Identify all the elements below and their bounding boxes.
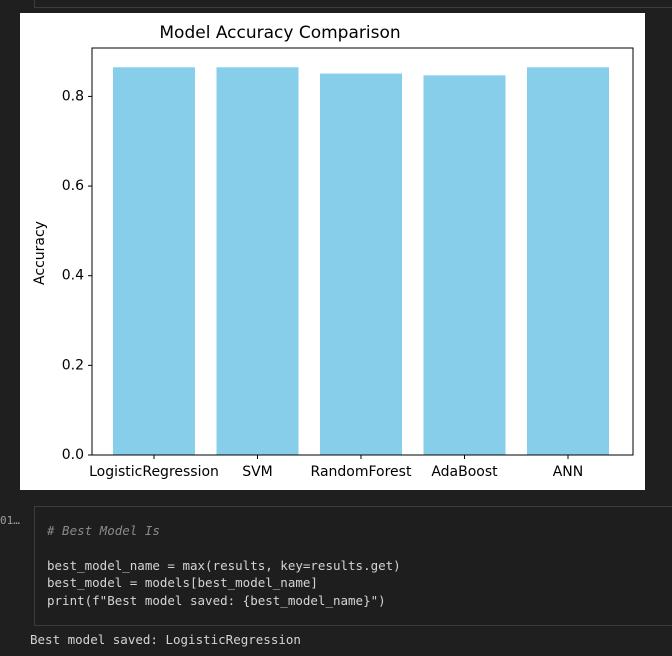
x-tick-label: RandomForest xyxy=(311,464,412,480)
y-tick-label: 0.2 xyxy=(62,357,84,373)
y-axis-label: Accuracy xyxy=(32,221,48,285)
cell-prompt: 01… xyxy=(0,514,20,527)
x-tick-label: SVM xyxy=(242,464,273,480)
x-tick-label: AdaBoost xyxy=(431,464,498,480)
x-tick-label: ANN xyxy=(553,464,584,480)
bar xyxy=(527,67,609,455)
chart: Model Accuracy Comparison Accuracy 0.0 0.… xyxy=(20,13,645,490)
x-tick-label: LogisticRegression xyxy=(89,464,219,480)
code-line: print(f"Best model saved: {best_model_na… xyxy=(47,593,386,608)
cell-output: Best model saved: LogisticRegression xyxy=(30,632,301,647)
chart-title: Model Accuracy Comparison xyxy=(159,23,400,43)
bar xyxy=(423,75,506,455)
plot-frame xyxy=(91,47,634,456)
y-tick-label: 0.6 xyxy=(62,178,84,194)
bar xyxy=(216,67,299,455)
code-line: best_model_name = max(results, key=resul… xyxy=(47,558,401,573)
code-line: # Best Model Is xyxy=(47,523,160,538)
code-line: best_model = models[best_model_name] xyxy=(47,575,318,590)
y-tick-label: 0.0 xyxy=(62,447,84,463)
bar xyxy=(113,67,195,455)
y-tick-label: 0.8 xyxy=(62,88,84,104)
y-tick-label: 0.4 xyxy=(62,268,84,284)
code-cell[interactable]: # Best Model Is best_model_name = max(re… xyxy=(34,506,672,626)
bar xyxy=(320,73,402,455)
previous-cell xyxy=(34,0,672,8)
